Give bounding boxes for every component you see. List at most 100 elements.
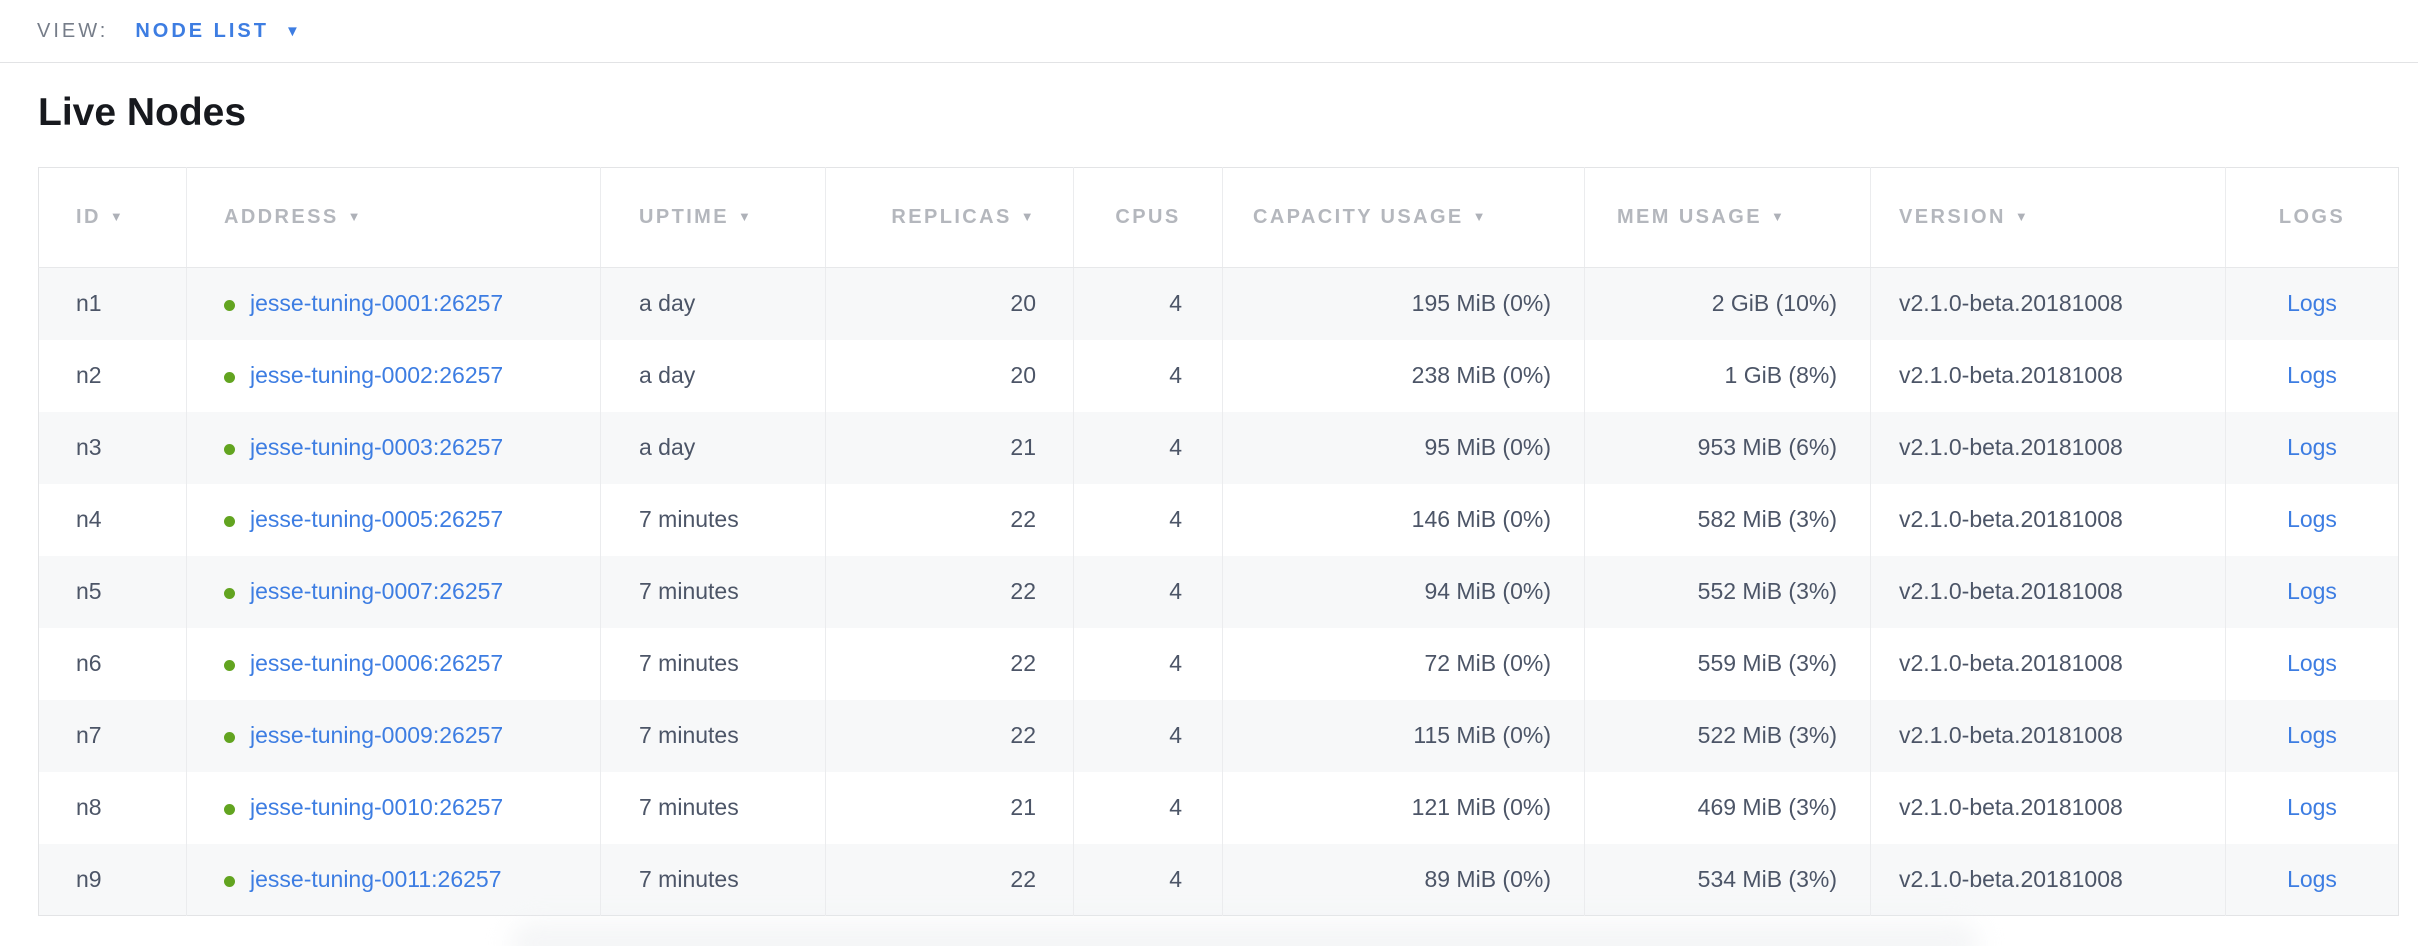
node-capacity-usage-cell: 94 MiB (0%) xyxy=(1222,555,1585,628)
node-live-status-icon xyxy=(224,372,235,383)
node-address-cell: jesse-tuning-0011:26257 xyxy=(186,843,601,916)
column-header-address[interactable]: ADDRESS ▼ xyxy=(186,167,601,268)
node-address-cell: jesse-tuning-0005:26257 xyxy=(186,483,601,556)
node-cpus-cell: 4 xyxy=(1073,627,1223,700)
node-address-cell: jesse-tuning-0001:26257 xyxy=(186,267,601,340)
sort-arrow-icon: ▼ xyxy=(1020,209,1036,224)
node-address-link[interactable]: jesse-tuning-0006:26257 xyxy=(250,650,504,676)
table-row: n8 jesse-tuning-0010:26257 7 minutes 21 … xyxy=(39,771,2399,844)
table-row: n2 jesse-tuning-0002:26257 a day 20 4 23… xyxy=(39,339,2399,412)
node-logs-link[interactable]: Logs xyxy=(2287,362,2337,388)
node-mem-usage-cell: 522 MiB (3%) xyxy=(1584,699,1871,772)
node-logs-link[interactable]: Logs xyxy=(2287,722,2337,748)
node-version-cell: v2.1.0-beta.20181008 xyxy=(1870,483,2226,556)
node-uptime-cell: 7 minutes xyxy=(600,555,826,628)
node-logs-cell: Logs xyxy=(2225,555,2399,628)
column-header-mem-usage[interactable]: MEM USAGE ▼ xyxy=(1584,167,1871,268)
node-replicas-cell: 20 xyxy=(825,339,1074,412)
below-fold-shadow xyxy=(510,922,1980,946)
node-cpus-cell: 4 xyxy=(1073,339,1223,412)
table-row: n6 jesse-tuning-0006:26257 7 minutes 22 … xyxy=(39,627,2399,700)
column-header-version[interactable]: VERSION ▼ xyxy=(1870,167,2226,268)
column-header-label: CAPACITY USAGE xyxy=(1253,206,1464,228)
table-row: n3 jesse-tuning-0003:26257 a day 21 4 95… xyxy=(38,411,2399,484)
node-logs-cell: Logs xyxy=(2225,843,2399,916)
node-version-cell: v2.1.0-beta.20181008 xyxy=(1870,843,2226,916)
node-logs-cell: Logs xyxy=(2225,267,2399,340)
node-cpus-cell: 4 xyxy=(1073,771,1223,844)
node-cpus-cell: 4 xyxy=(1073,411,1223,484)
node-logs-link[interactable]: Logs xyxy=(2287,434,2337,460)
column-header-label: LOGS xyxy=(2278,206,2346,228)
node-logs-link[interactable]: Logs xyxy=(2287,506,2337,532)
column-header-capacity-usage[interactable]: CAPACITY USAGE ▼ xyxy=(1222,167,1585,268)
table-row: n4 jesse-tuning-0005:26257 7 minutes 22 … xyxy=(39,483,2399,556)
node-version-cell: v2.1.0-beta.20181008 xyxy=(1870,339,2226,412)
node-logs-link[interactable]: Logs xyxy=(2287,578,2337,604)
column-header-label: UPTIME xyxy=(639,206,729,228)
node-logs-cell: Logs xyxy=(2225,627,2399,700)
column-header-id[interactable]: ID ▼ xyxy=(38,167,187,268)
node-mem-usage-cell: 582 MiB (3%) xyxy=(1584,483,1871,556)
node-address-link[interactable]: jesse-tuning-0007:26257 xyxy=(250,578,504,604)
node-cpus-cell: 4 xyxy=(1073,699,1223,772)
node-logs-link[interactable]: Logs xyxy=(2287,865,2337,892)
table-header: ID ▼ ADDRESS ▼ UPTIME ▼ REPLICAS ▼ CPUS CAPA… xyxy=(38,167,2399,268)
node-capacity-usage-cell: 72 MiB (0%) xyxy=(1222,627,1585,700)
node-mem-usage-cell: 1 GiB (8%) xyxy=(1584,339,1871,412)
node-id-cell: n1 xyxy=(76,290,102,317)
column-header-label: MEM USAGE xyxy=(1617,206,1762,228)
node-logs-link[interactable]: Logs xyxy=(2287,794,2337,820)
node-replicas-cell: 21 xyxy=(825,771,1074,844)
node-mem-usage-cell: 2 GiB (10%) xyxy=(1584,267,1871,340)
node-uptime-cell: 7 minutes xyxy=(600,843,826,916)
node-uptime-cell: a day xyxy=(600,267,826,340)
node-cpus-cell: 4 xyxy=(1073,267,1223,340)
node-replicas-cell: 20 xyxy=(825,267,1074,340)
node-capacity-usage-cell: 95 MiB (0%) xyxy=(1222,411,1585,484)
view-bar: VIEW: NODE LIST ▼ xyxy=(0,0,2418,63)
node-version-cell: v2.1.0-beta.20181008 xyxy=(1870,699,2226,772)
node-live-status-icon xyxy=(224,300,235,312)
node-id-cell: n6 xyxy=(76,650,102,676)
node-address-link[interactable]: jesse-tuning-0002:26257 xyxy=(250,362,504,388)
node-logs-link[interactable]: Logs xyxy=(2287,290,2337,317)
sort-arrow-icon: ▼ xyxy=(737,209,754,224)
column-header-uptime[interactable]: UPTIME ▼ xyxy=(600,167,826,268)
node-cpus-cell: 4 xyxy=(1073,555,1223,628)
node-live-status-icon xyxy=(224,732,235,743)
view-mode-dropdown[interactable]: NODE LIST ▼ xyxy=(135,20,300,43)
page-title: Live Nodes xyxy=(38,91,247,134)
node-address-link[interactable]: jesse-tuning-0011:26257 xyxy=(250,865,502,892)
node-uptime-cell: 7 minutes xyxy=(600,699,826,772)
node-address-cell: jesse-tuning-0006:26257 xyxy=(186,627,601,700)
column-header-replicas[interactable]: REPLICAS ▼ xyxy=(825,167,1074,268)
sort-arrow-icon: ▼ xyxy=(2014,209,2031,224)
column-header-label: VERSION xyxy=(1899,206,2006,228)
node-address-link[interactable]: jesse-tuning-0001:26257 xyxy=(250,290,504,317)
table-row: n9 jesse-tuning-0011:26257 7 minutes 22 … xyxy=(38,843,2399,916)
node-id-cell: n4 xyxy=(76,506,102,532)
node-address-link[interactable]: jesse-tuning-0005:26257 xyxy=(250,506,504,532)
node-address-link[interactable]: jesse-tuning-0003:26257 xyxy=(250,434,504,460)
node-uptime-cell: a day xyxy=(600,339,826,412)
node-uptime-cell: a day xyxy=(600,411,826,484)
node-replicas-cell: 21 xyxy=(825,411,1074,484)
node-uptime-cell: 7 minutes xyxy=(600,771,826,844)
node-address-link[interactable]: jesse-tuning-0010:26257 xyxy=(250,794,504,820)
node-logs-cell: Logs xyxy=(2225,699,2399,772)
node-mem-usage-cell: 469 MiB (3%) xyxy=(1584,771,1871,844)
node-version-cell: v2.1.0-beta.20181008 xyxy=(1870,267,2226,340)
node-cpus-cell: 4 xyxy=(1073,843,1223,916)
node-id-cell: n3 xyxy=(76,434,102,460)
node-id-cell: n9 xyxy=(76,865,102,892)
node-mem-usage-cell: 534 MiB (3%) xyxy=(1584,843,1871,916)
node-address-cell: jesse-tuning-0007:26257 xyxy=(186,555,601,628)
node-logs-link[interactable]: Logs xyxy=(2287,650,2337,676)
column-header-logs: LOGS xyxy=(2225,167,2399,268)
node-address-link[interactable]: jesse-tuning-0009:26257 xyxy=(250,722,504,748)
column-header-label: ADDRESS xyxy=(224,206,339,228)
node-logs-cell: Logs xyxy=(2225,411,2399,484)
node-replicas-cell: 22 xyxy=(825,483,1074,556)
